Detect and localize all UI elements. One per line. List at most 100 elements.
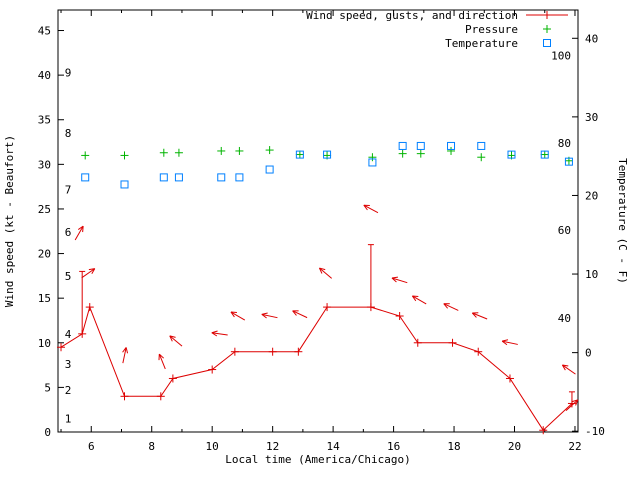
temperature-point <box>564 157 573 166</box>
wind-direction-arrowhead <box>122 347 127 353</box>
temperature-point <box>416 141 425 150</box>
y-left-tick-label: 35 <box>38 114 51 127</box>
series-layer <box>57 141 579 435</box>
plot-border <box>57 9 579 433</box>
y-left-tick-label: 25 <box>38 203 51 216</box>
wind-direction-arrowhead <box>471 312 477 318</box>
wind-direction-arrowhead <box>501 340 508 346</box>
wind-direction-arrowhead <box>391 276 398 279</box>
wind-direction-arrow <box>443 303 459 311</box>
wind-direction-arrowhead <box>88 268 95 271</box>
wind-direction-arrowhead <box>158 353 165 359</box>
wind-direction-arrowhead <box>77 225 84 230</box>
wind-direction-arrow <box>158 353 166 370</box>
wind-direction-arrowhead <box>363 204 368 211</box>
temperature-point <box>174 173 183 182</box>
wind-direction-arrow <box>565 399 579 411</box>
beaufort-scale-label: 4 <box>65 328 72 341</box>
y-left-tick-label: 15 <box>38 292 51 305</box>
x-tick-label: 16 <box>387 440 400 453</box>
y-left-tick-label: 10 <box>38 337 51 350</box>
legend-sample-temperature-marker <box>543 39 551 47</box>
temperature-point <box>217 173 226 182</box>
wind-direction-arrowhead <box>572 399 579 403</box>
y-right-tick-label: 20 <box>585 189 598 202</box>
legend-label-temperature: Temperature <box>445 37 518 50</box>
beaufort-scale-label: 7 <box>65 183 72 196</box>
wind-direction-arrowhead <box>391 277 397 283</box>
wind-direction-arrowhead <box>502 339 509 342</box>
x-tick-label: 18 <box>447 440 460 453</box>
beaufort-scale-label: 5 <box>65 270 72 283</box>
beaufort-scale-label: 3 <box>65 358 72 371</box>
x-tick-label: 10 <box>206 440 219 453</box>
x-tick-label: 6 <box>88 440 95 453</box>
fahrenheit-scale-label: 60 <box>558 224 571 237</box>
beaufort-scale-label: 2 <box>65 384 72 397</box>
wind-series <box>57 244 576 435</box>
beaufort-scale-label: 6 <box>65 226 72 239</box>
temperature-point <box>507 150 516 159</box>
fahrenheit-scale-label: 100 <box>551 50 571 63</box>
wind-direction-arrowhead <box>562 364 569 367</box>
y-left-tick-label: 30 <box>38 158 51 171</box>
chart-legend: Wind speed, gusts, and directionPressure… <box>306 9 568 50</box>
temperature-point <box>120 180 129 189</box>
legend-label-wind: Wind speed, gusts, and direction <box>306 9 518 22</box>
temperature-point <box>540 150 549 159</box>
wind-direction-arrowhead <box>318 267 323 274</box>
beaufort-scale-label: 9 <box>65 66 72 79</box>
y-right-tick-label: 40 <box>585 32 598 45</box>
wind-direction-arrowhead <box>125 347 129 354</box>
wind-direction-arrowhead <box>561 364 566 371</box>
wind-direction-arrowhead <box>211 330 218 334</box>
wind-direction-arrowhead <box>575 399 579 406</box>
wind-direction-arrow <box>122 347 127 364</box>
x-tick-label: 14 <box>326 440 340 453</box>
wind-direction-arrowhead <box>261 312 268 315</box>
wind-direction-arrow <box>261 313 278 319</box>
x-tick-label: 20 <box>508 440 521 453</box>
wind-direction-arrow <box>211 332 228 336</box>
y-right-tick-label: 10 <box>585 268 598 281</box>
y-right-tick-label: 30 <box>585 111 598 124</box>
wind-direction-arrow <box>81 268 96 279</box>
y-left-tick-label: 45 <box>38 25 51 38</box>
wind-direction-arrow <box>292 310 308 319</box>
temperature-point <box>81 173 90 182</box>
wind-direction-arrowhead <box>91 268 96 275</box>
beaufort-scale-label: 8 <box>65 127 72 140</box>
wind-direction-arrows <box>74 204 579 411</box>
y-left-tick-label: 0 <box>44 426 51 439</box>
wind-direction-arrow <box>319 267 333 279</box>
wind-direction-arrowhead <box>292 310 297 316</box>
fahrenheit-scale-label: 80 <box>558 137 571 150</box>
x-tick-label: 22 <box>568 440 581 453</box>
temperature-point <box>159 173 168 182</box>
wind-direction-arrow <box>391 277 408 284</box>
temperature-point <box>265 165 274 174</box>
wind-direction-arrow <box>472 312 488 320</box>
temperature-point <box>368 158 377 167</box>
legend-label-pressure: Pressure <box>465 23 518 36</box>
wind-direction-arrowhead <box>412 295 419 297</box>
temperature-point <box>447 141 456 150</box>
y-left-tick-label: 40 <box>38 69 51 82</box>
wind-direction-arrowhead <box>411 295 417 302</box>
wind-direction-arrowhead <box>230 311 235 318</box>
wind-direction-arrowhead <box>211 332 218 337</box>
fahrenheit-scale-label: 40 <box>558 312 571 325</box>
wind-direction-arrow <box>169 335 183 347</box>
temperature-point <box>295 150 304 159</box>
y-axis-left-label: Wind speed (kt - Beaufort) <box>3 135 16 307</box>
wind-direction-arrowhead <box>82 226 84 233</box>
temperature-series <box>81 141 573 189</box>
wind-direction-arrow <box>230 311 246 321</box>
wind-direction-arrow <box>412 295 427 305</box>
wind-direction-arrowhead <box>169 335 176 338</box>
wind-direction-arrow <box>562 364 576 375</box>
wind-direction-arrow <box>502 340 518 345</box>
